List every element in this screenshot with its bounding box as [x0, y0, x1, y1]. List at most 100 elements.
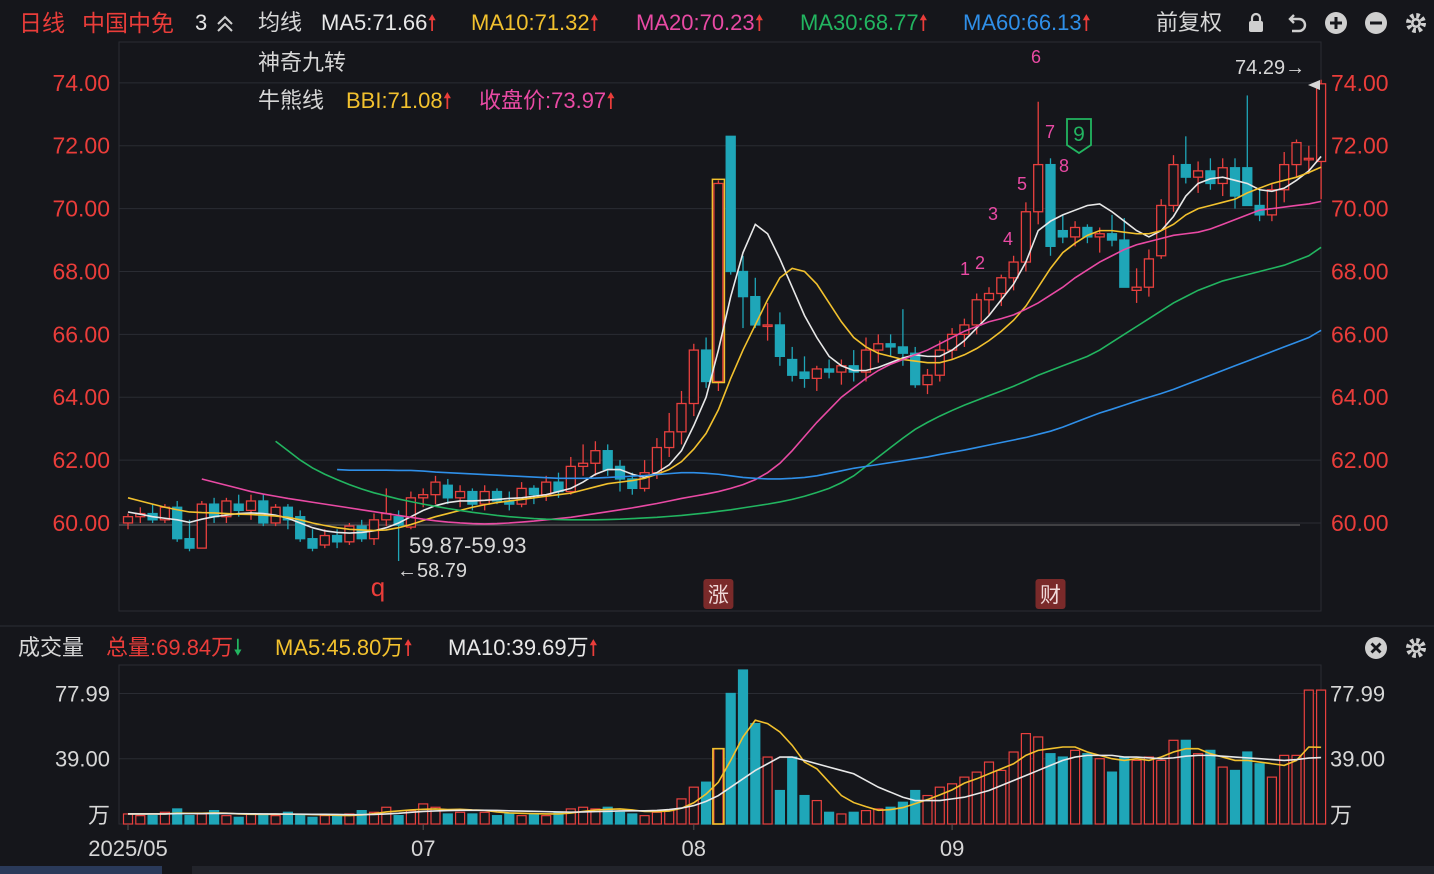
- candle-body: [676, 402, 687, 433]
- nine-turn-number: 7: [1045, 122, 1055, 142]
- candle: [614, 460, 626, 492]
- volume-ma10-line: [128, 754, 1322, 816]
- candle: [762, 302, 773, 341]
- candle: [737, 255, 749, 329]
- volume-bar: [528, 813, 540, 825]
- candle: [787, 346, 798, 382]
- volume-axis-left-label: 39.00: [55, 747, 110, 772]
- volume-bar: [1205, 749, 1216, 825]
- candle: [823, 359, 835, 379]
- stock-count[interactable]: 3: [195, 10, 208, 35]
- volume-ma5: MA5:45.80万🠕: [275, 635, 413, 660]
- nine-turn-badge: 9: [1066, 118, 1092, 155]
- candle-body: [639, 472, 650, 490]
- ma-legend-item: MA10:71.32🠕: [471, 10, 600, 35]
- candle-body: [823, 368, 835, 373]
- close-panel-icon[interactable]: [1363, 635, 1389, 661]
- candle: [1180, 136, 1191, 184]
- candle: [344, 522, 355, 545]
- candle-body: [971, 299, 982, 326]
- candle-body: [1094, 233, 1105, 238]
- candle: [590, 441, 601, 476]
- volume-bar: [442, 813, 453, 825]
- candle-body: [467, 490, 478, 505]
- volume-bar: [1168, 739, 1179, 825]
- candle: [922, 368, 933, 395]
- volume-bar: [590, 808, 601, 825]
- candle: [577, 444, 589, 476]
- price-axis-left-label: 62.00: [52, 447, 110, 473]
- volume-axis-left-label: 77.99: [55, 681, 110, 706]
- volume-bar: [1291, 754, 1302, 825]
- candle-body: [245, 500, 257, 512]
- volume-bar: [897, 801, 909, 825]
- candle: [1291, 139, 1302, 178]
- volume-bar: [430, 806, 441, 825]
- stock-name[interactable]: 中国中免: [82, 10, 174, 36]
- candle: [713, 180, 724, 391]
- zoom-in-icon[interactable]: [1323, 10, 1349, 36]
- volume-bar: [1131, 759, 1142, 825]
- volume-bar: [147, 815, 158, 825]
- zoom-out-icon[interactable]: [1363, 10, 1389, 36]
- candle-body: [430, 481, 441, 496]
- nine-turn-label: 神奇九转: [258, 50, 347, 75]
- candle: [1033, 101, 1044, 225]
- volume-bar: [922, 794, 933, 825]
- volume-bar: [811, 799, 822, 825]
- candle: [1192, 161, 1204, 193]
- ma-line-ma20: [201, 200, 1322, 525]
- candle: [664, 412, 675, 457]
- event-badge: 财: [1035, 579, 1066, 609]
- q-marker: q: [371, 572, 385, 602]
- adjust-button[interactable]: 前复权: [1156, 10, 1223, 35]
- nine-turn-badge-frame: [1066, 118, 1092, 155]
- lock-icon[interactable]: [1243, 10, 1269, 36]
- volume-bar: [541, 815, 552, 825]
- volume-bar: [1279, 754, 1290, 825]
- current-price-marker: [1308, 80, 1320, 90]
- candle-body: [258, 500, 269, 524]
- candle: [910, 346, 921, 388]
- candle-body: [344, 525, 355, 543]
- volume-bar: [774, 789, 786, 825]
- candle: [774, 312, 786, 366]
- volume-bar: [418, 803, 429, 825]
- candle: [799, 356, 810, 388]
- candle-body: [1266, 189, 1278, 216]
- candle: [946, 328, 958, 360]
- candle-body: [233, 503, 244, 512]
- candle: [528, 485, 540, 505]
- candle: [676, 390, 687, 445]
- chevron-up-icon[interactable]: [212, 11, 238, 37]
- candle: [1279, 152, 1290, 203]
- volume-settings-icon[interactable]: [1403, 635, 1429, 661]
- candle: [442, 478, 453, 505]
- gear-icon[interactable]: [1403, 10, 1429, 36]
- volume-bar: [885, 806, 896, 825]
- candle-body: [811, 368, 822, 380]
- candle: [516, 482, 527, 508]
- candle: [1229, 158, 1241, 209]
- volume-bar: [1020, 733, 1032, 825]
- ma-label: 均线: [258, 10, 303, 35]
- ma-line-ma30: [275, 246, 1322, 521]
- candle-body: [319, 534, 330, 546]
- candle-body: [1143, 258, 1155, 288]
- candle: [897, 309, 909, 366]
- candle-body: [983, 292, 995, 301]
- x-axis-label: 08: [682, 836, 706, 861]
- period-tab[interactable]: 日线: [19, 10, 65, 36]
- volume-ma10: MA10:39.69万🠕: [448, 635, 599, 660]
- price-axis-right-label: 66.00: [1331, 321, 1389, 347]
- price-axis-left-label: 66.00: [52, 321, 110, 347]
- candle-body: [762, 324, 773, 328]
- candle-body: [774, 324, 786, 358]
- undo-icon[interactable]: [1283, 10, 1309, 36]
- candle: [1045, 158, 1056, 256]
- price-axis-right-label: 60.00: [1331, 510, 1389, 536]
- volume-bar: [1254, 763, 1265, 825]
- event-badge-text: 涨: [708, 584, 729, 607]
- candle-body: [184, 538, 195, 549]
